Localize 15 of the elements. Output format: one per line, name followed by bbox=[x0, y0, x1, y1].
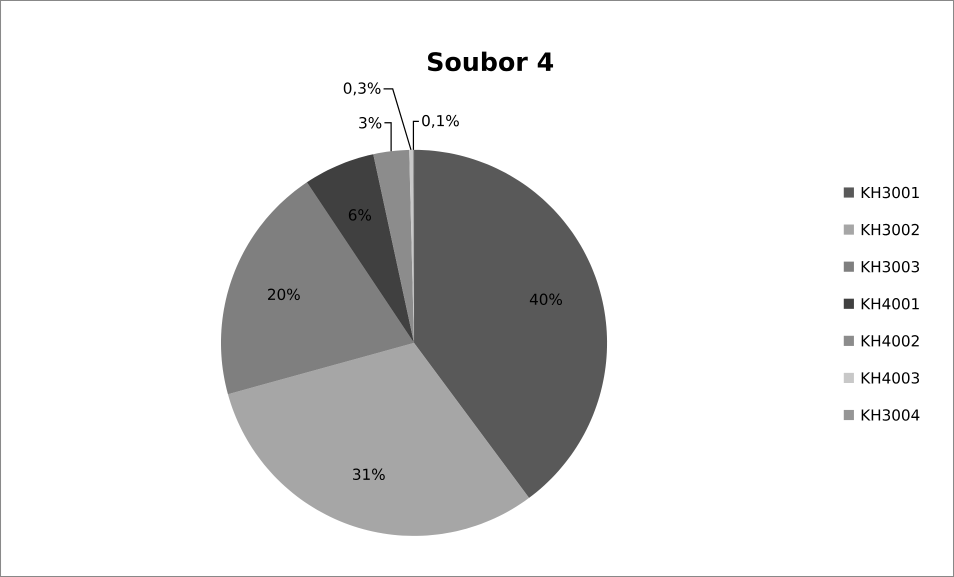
data-label: 20% bbox=[268, 288, 300, 300]
data-label: 31% bbox=[353, 468, 385, 480]
legend-label: KH4002 bbox=[862, 335, 919, 347]
data-label: 0,3% bbox=[344, 82, 380, 96]
legend-label: KH4001 bbox=[862, 298, 919, 310]
data-label: 0,1% bbox=[422, 114, 459, 128]
legend-label: KH3003 bbox=[862, 260, 920, 272]
data-label: 6% bbox=[348, 209, 372, 221]
legend-label: KH3001 bbox=[862, 186, 919, 198]
legend-label: KH4003 bbox=[862, 372, 920, 384]
chart-title: Soubor 4 bbox=[428, 52, 554, 72]
data-label: 3% bbox=[359, 116, 382, 128]
legend-label: KH3002 bbox=[862, 224, 919, 236]
data-label: 40% bbox=[530, 294, 562, 305]
legend-label: KH3004 bbox=[862, 409, 920, 421]
